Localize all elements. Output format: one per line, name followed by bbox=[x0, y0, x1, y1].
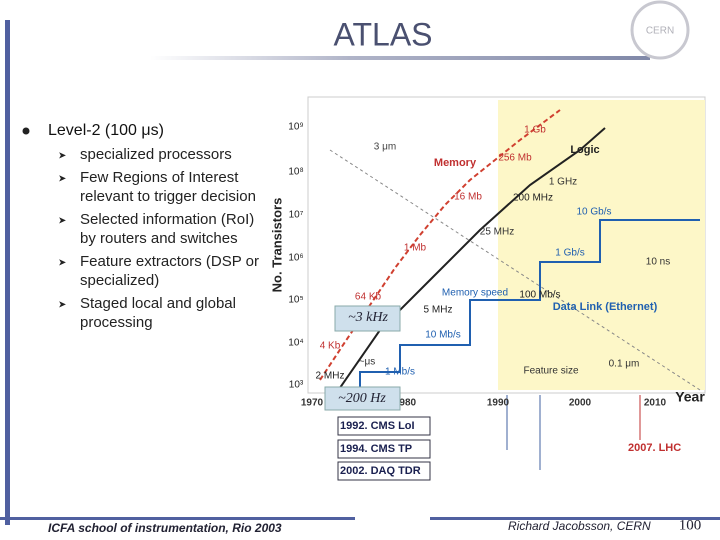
sub-bullet: Staged local and global bbox=[80, 295, 236, 312]
figure-label: Feature size bbox=[523, 366, 578, 377]
page-number: 100 bbox=[679, 517, 702, 533]
title-rule bbox=[150, 56, 650, 60]
sub-bullet: Selected information (RoI) bbox=[80, 211, 254, 228]
milestone-box bbox=[337, 439, 431, 459]
sub-bullet-marker: ➤ bbox=[58, 300, 66, 311]
footer-rule bbox=[430, 517, 720, 520]
figure-label: 200 MHz bbox=[513, 193, 553, 204]
milestone: 2007. LHC bbox=[628, 442, 681, 454]
figure-label: 1 Gb/s bbox=[555, 248, 584, 259]
y-axis-label: No. Transistors bbox=[269, 198, 284, 293]
side-bar bbox=[5, 20, 10, 525]
sub-bullet-marker: ➤ bbox=[58, 174, 66, 185]
sub-bullet: Feature extractors (DSP or bbox=[80, 253, 259, 270]
x-tick-label: 2000 bbox=[569, 398, 592, 409]
sub-bullet-marker: ➤ bbox=[58, 151, 66, 162]
figure-label: 100 Mb/s bbox=[519, 290, 560, 301]
figure-label: 1 Gb bbox=[524, 125, 546, 136]
sub-bullet: specialized processors bbox=[80, 146, 232, 163]
figure-label: 1 Mb/s bbox=[385, 367, 415, 378]
footer-rule bbox=[0, 517, 355, 520]
milestone-box bbox=[337, 461, 431, 481]
sub-bullet: specialized) bbox=[80, 272, 159, 289]
milestone: 1994. CMS TP bbox=[340, 443, 412, 455]
milestone: 2002. DAQ TDR bbox=[340, 465, 421, 477]
figure-label: 1 Mb bbox=[404, 243, 427, 254]
rate-box bbox=[324, 386, 401, 411]
figure-label: 2 MHz bbox=[316, 371, 345, 382]
logo: CERN bbox=[646, 26, 674, 37]
figure-label: 3 μm bbox=[374, 142, 396, 153]
feature-line bbox=[329, 149, 701, 391]
footer-right: Richard Jacobsson, CERN bbox=[508, 519, 651, 533]
footer-left: ICFA school of instrumentation, Rio 2003 bbox=[48, 521, 282, 535]
y-tick-label: 10⁸ bbox=[288, 167, 303, 178]
rate-label: ~3 kHz bbox=[348, 310, 388, 325]
sub-bullet-marker: ➤ bbox=[58, 216, 66, 227]
sub-bullet: processing bbox=[80, 314, 153, 331]
figure-label: Data Link (Ethernet) bbox=[553, 301, 658, 313]
figure-label: 4 Kb bbox=[320, 341, 341, 352]
figure-label: Memory speed bbox=[442, 288, 508, 299]
y-tick-label: 10⁴ bbox=[288, 338, 303, 349]
figure-label: 256 Mb bbox=[498, 153, 532, 164]
figure-label: 64 Kb bbox=[355, 292, 382, 303]
figure-label: 25 MHz bbox=[480, 227, 514, 238]
x-tick-label: 2010 bbox=[644, 398, 667, 409]
data-link-line bbox=[335, 219, 700, 389]
logo-ring bbox=[630, 0, 690, 60]
figure-label: 10 ns bbox=[646, 257, 670, 268]
figure-label: ~μs bbox=[359, 357, 376, 368]
highlight-region bbox=[498, 100, 705, 390]
sub-bullet: Few Regions of Interest bbox=[80, 169, 239, 186]
figure-label: Logic bbox=[570, 144, 599, 156]
figure-label: 10 Gb/s bbox=[576, 207, 611, 218]
y-tick-label: 10⁶ bbox=[288, 253, 303, 264]
x-axis-label: Year bbox=[675, 389, 705, 405]
figure-label: 10 Mb/s bbox=[425, 330, 461, 341]
y-tick-label: 10⁹ bbox=[288, 122, 303, 133]
rate-label: ~200 Hz bbox=[338, 391, 386, 406]
x-tick-label: 1980 bbox=[394, 398, 417, 409]
figure-label: 16 Mb bbox=[454, 192, 482, 203]
figure-label: Memory bbox=[434, 157, 477, 169]
y-tick-label: 10³ bbox=[289, 380, 304, 391]
milestone-box bbox=[337, 416, 431, 436]
bullet-dot bbox=[22, 127, 30, 135]
milestone: 1992. CMS LoI bbox=[340, 420, 415, 432]
title: ATLAS bbox=[334, 16, 433, 52]
y-tick-label: 10⁷ bbox=[289, 210, 304, 221]
figure-label: 1 GHz bbox=[549, 177, 577, 188]
sub-bullet-marker: ➤ bbox=[58, 258, 66, 269]
sub-bullet: by routers and switches bbox=[80, 230, 238, 247]
figure-label: 0.1 μm bbox=[609, 359, 640, 370]
figure-label: 5 MHz bbox=[424, 305, 453, 316]
sub-bullet: relevant to trigger decision bbox=[80, 188, 256, 205]
rate-box bbox=[334, 305, 401, 332]
y-tick-label: 10⁵ bbox=[288, 295, 303, 306]
bullet: Level-2 (100 μs) bbox=[48, 122, 164, 139]
x-tick-label: 1990 bbox=[487, 398, 510, 409]
x-tick-label: 1970 bbox=[301, 398, 324, 409]
